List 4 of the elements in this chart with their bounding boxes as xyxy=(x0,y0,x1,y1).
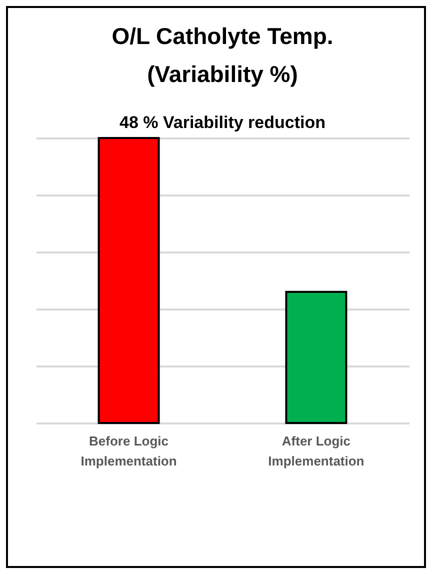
x-tick-label: After Logic Implementation xyxy=(268,434,364,468)
text: 48 % Variability reduction xyxy=(120,113,326,132)
chart-title: O/L Catholyte Temp. (Variability %) xyxy=(112,23,334,87)
x-tick-label: Before Logic Implementation xyxy=(80,434,177,468)
